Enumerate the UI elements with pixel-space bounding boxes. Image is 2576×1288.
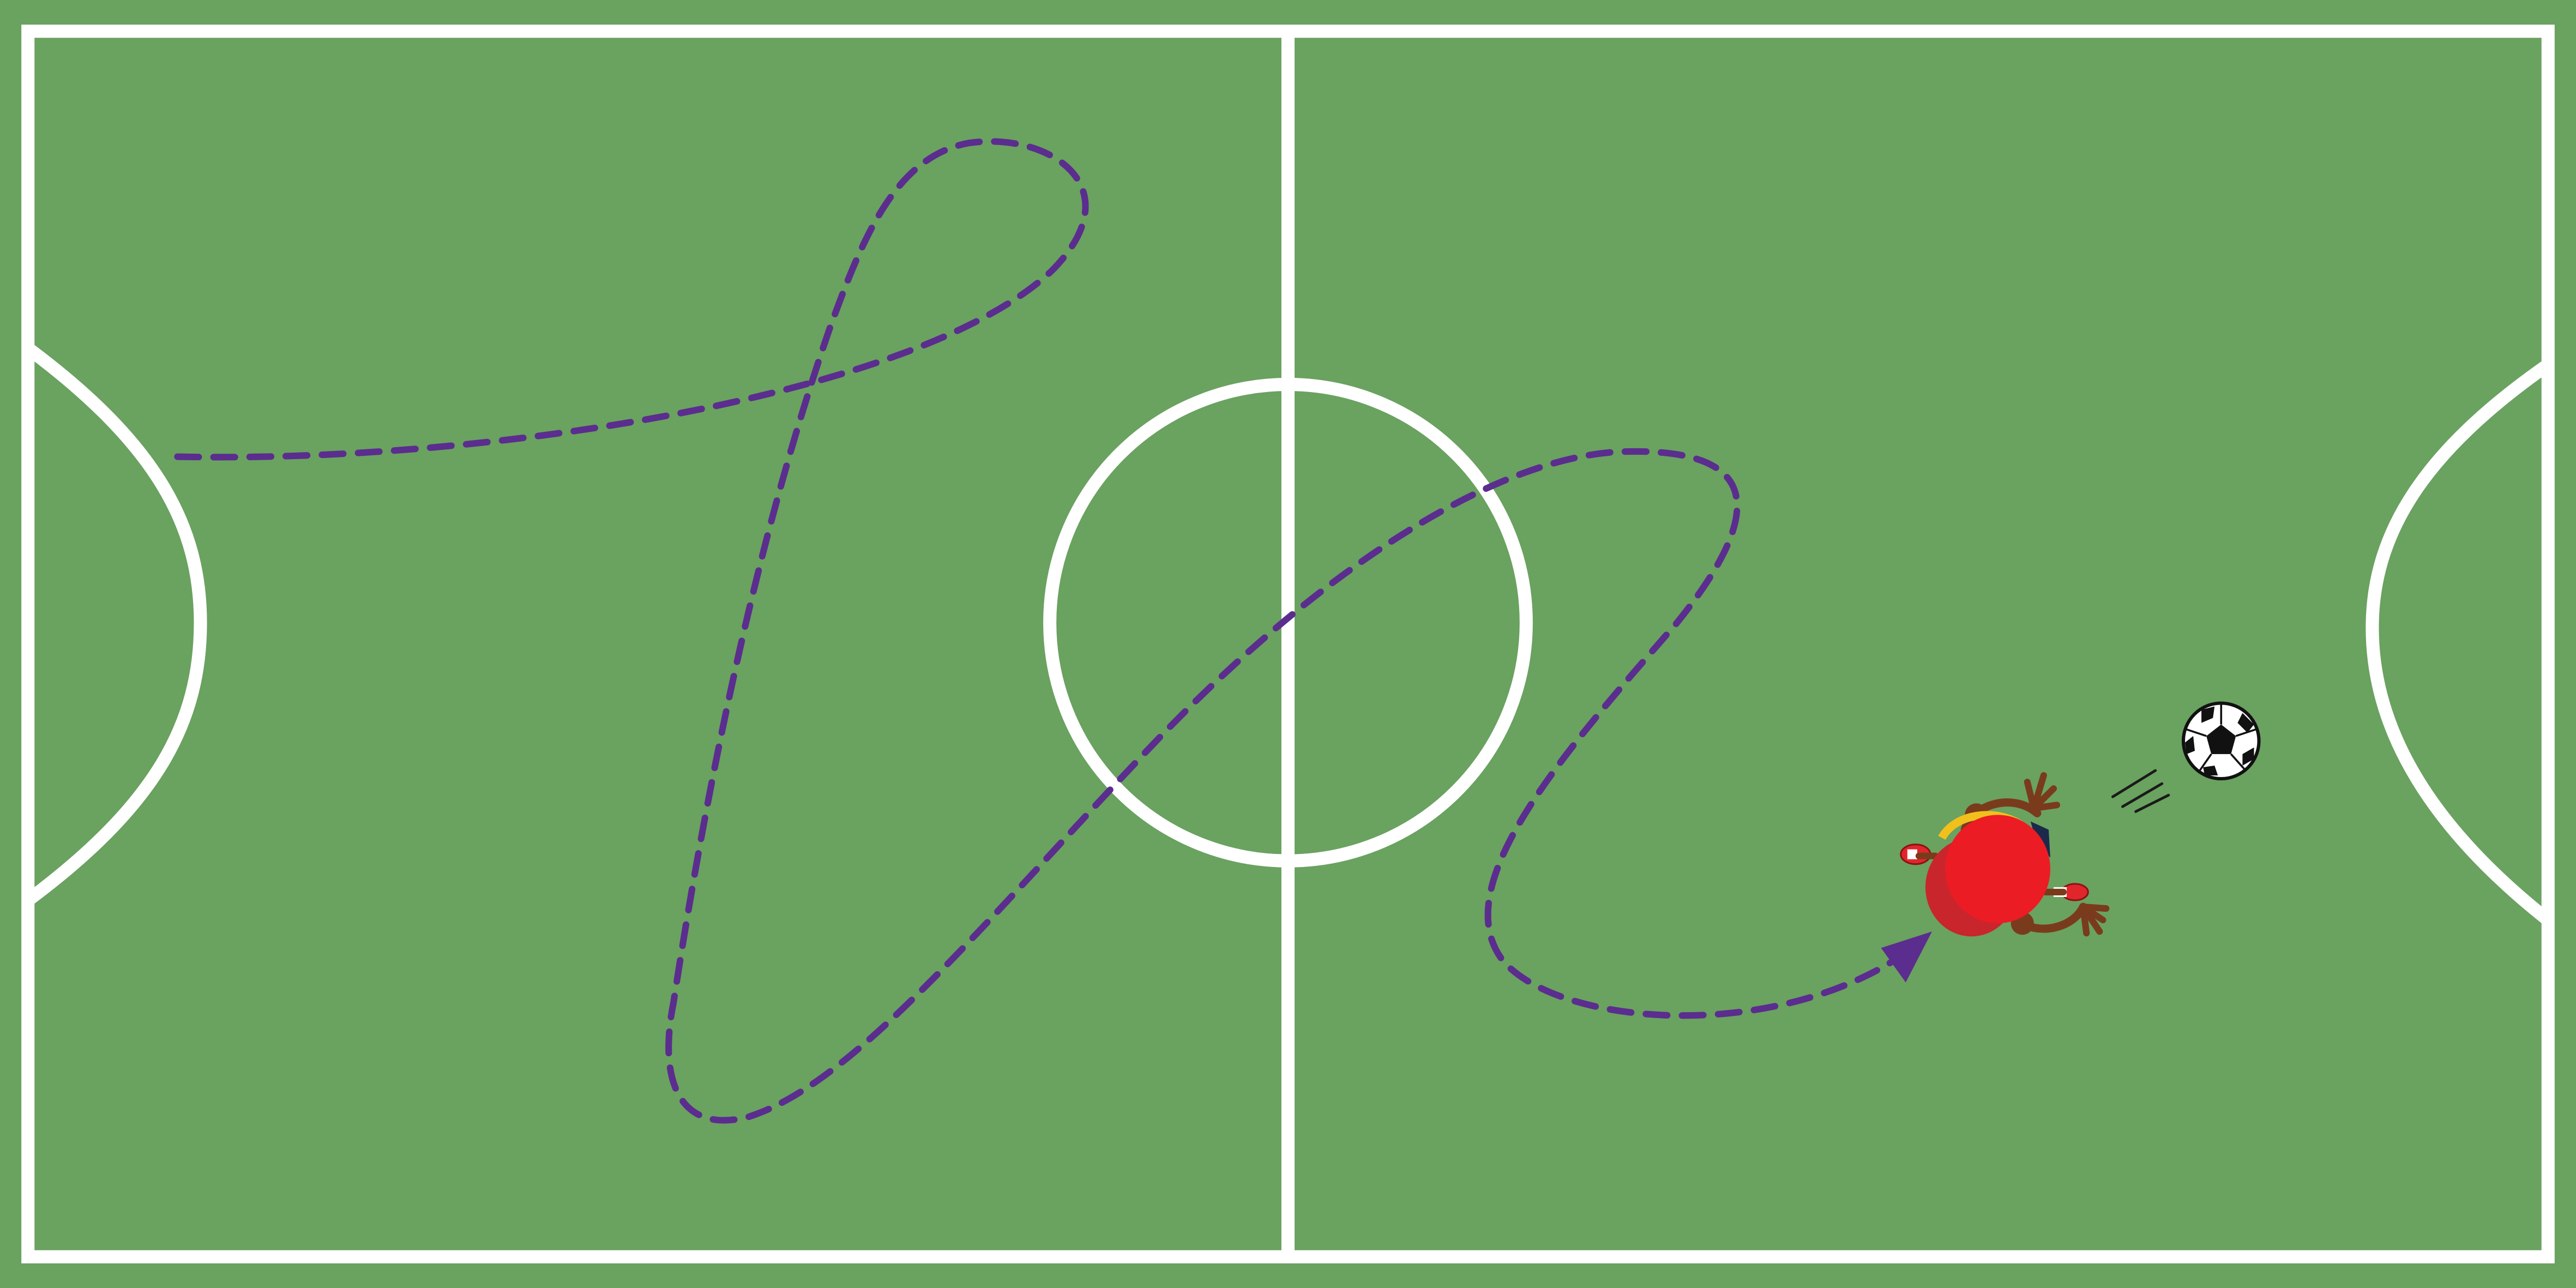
player-running-topdown-icon: [1900, 772, 2110, 937]
right-penalty-area-arc: [2366, 359, 2553, 925]
left-penalty-area-arc: [24, 343, 207, 906]
path-arrowhead-icon: [1881, 931, 1932, 983]
pitch-markings: [21, 25, 2555, 1263]
center-circle: [1043, 377, 1533, 868]
dribble-path: [174, 138, 1909, 1124]
player-body: [1945, 815, 2050, 924]
speed-lines-icon: [2111, 769, 2170, 813]
player-feet: [2024, 772, 2110, 937]
player-arms: [1915, 852, 2067, 895]
soccer-ball-icon: [2181, 701, 2261, 781]
